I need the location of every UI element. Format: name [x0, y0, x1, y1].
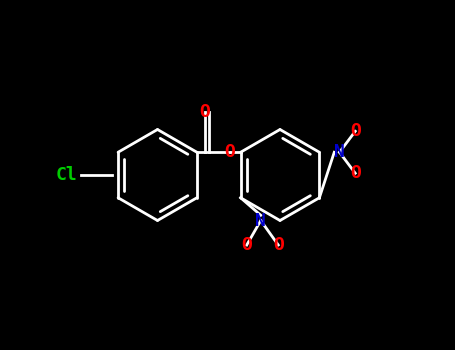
Text: O: O [273, 236, 283, 254]
Text: N: N [255, 211, 266, 230]
Text: O: O [241, 236, 252, 254]
Text: Cl: Cl [56, 166, 77, 184]
Text: N: N [334, 143, 345, 161]
Text: O: O [350, 164, 361, 182]
Text: O: O [224, 143, 235, 161]
Text: O: O [199, 103, 210, 121]
Text: O: O [350, 122, 361, 140]
